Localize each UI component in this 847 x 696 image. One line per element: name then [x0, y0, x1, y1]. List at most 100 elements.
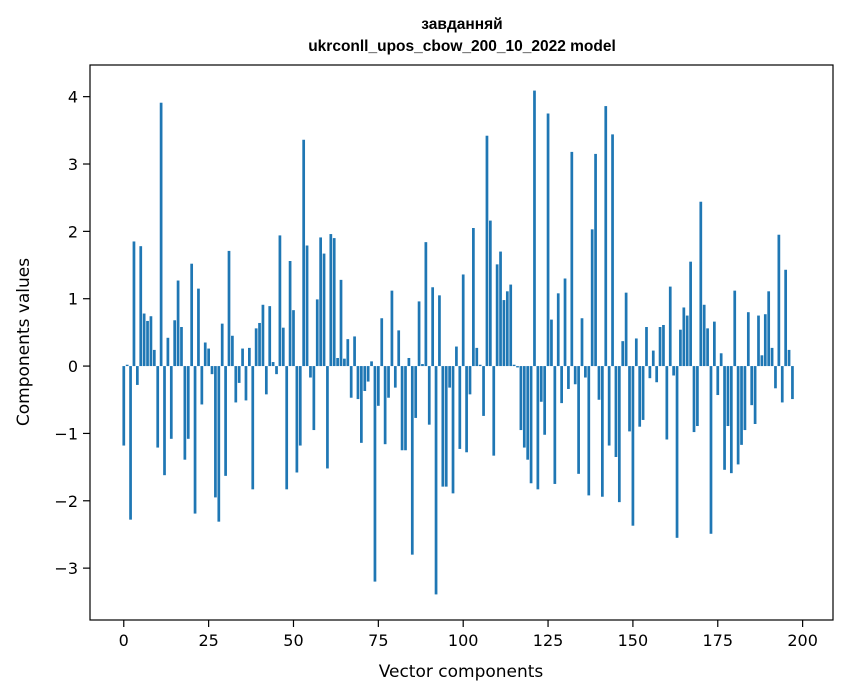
bar-28 — [217, 366, 221, 522]
bar-173 — [709, 366, 713, 534]
bar-195 — [784, 269, 788, 367]
bar-14 — [169, 366, 173, 439]
bar-110 — [495, 264, 499, 367]
x-tick-label: 0 — [119, 631, 129, 650]
bar-18 — [183, 366, 187, 460]
bar-145 — [614, 366, 618, 457]
bar-75 — [376, 366, 380, 406]
bar-172 — [706, 328, 709, 367]
y-axis-label: Components values — [14, 258, 34, 426]
bar-138 — [590, 229, 594, 367]
bar-31 — [227, 250, 231, 367]
bar-93 — [438, 295, 441, 367]
bar-33 — [234, 366, 238, 403]
bar-179 — [729, 366, 733, 474]
bar-72 — [366, 366, 370, 382]
bar-37 — [248, 347, 251, 367]
bar-107 — [485, 135, 489, 367]
bar-114 — [509, 284, 513, 367]
bar-129 — [560, 366, 563, 404]
bar-43 — [268, 306, 272, 367]
y-tick-label: 4 — [68, 88, 78, 107]
bar-140 — [597, 366, 601, 400]
bar-27 — [214, 366, 217, 498]
bar-77 — [383, 366, 387, 445]
bar-1 — [125, 364, 129, 367]
bar-170 — [699, 201, 703, 367]
bar-120 — [529, 366, 533, 484]
bar-9 — [152, 349, 156, 367]
bar-143 — [607, 366, 611, 446]
bar-29 — [220, 323, 224, 367]
bar-66 — [346, 339, 350, 367]
bar-50 — [292, 310, 295, 367]
bar-182 — [740, 366, 743, 445]
bars-group — [122, 90, 794, 595]
bar-92 — [434, 366, 438, 595]
bar-157 — [655, 366, 659, 383]
bar-163 — [675, 366, 679, 538]
bar-8 — [149, 316, 153, 367]
bar-136 — [584, 366, 587, 378]
x-tick-label: 125 — [533, 631, 564, 650]
bar-11 — [159, 102, 163, 367]
bar-20 — [190, 263, 194, 367]
bar-116 — [516, 366, 519, 368]
bar-26 — [210, 366, 214, 375]
chart-title: завданняй — [421, 16, 502, 33]
bar-6 — [142, 313, 146, 367]
x-tick-label: 200 — [787, 631, 818, 650]
bar-166 — [685, 315, 689, 367]
bar-95 — [444, 366, 448, 487]
bar-10 — [156, 366, 160, 448]
bar-121 — [533, 90, 536, 367]
bar-69 — [356, 366, 360, 400]
bar-42 — [264, 366, 268, 395]
bar-64 — [339, 279, 343, 367]
bar-113 — [505, 291, 509, 367]
bar-48 — [285, 366, 289, 490]
bar-194 — [780, 366, 784, 403]
bar-130 — [563, 278, 567, 367]
bar-128 — [556, 293, 560, 367]
bar-71 — [363, 366, 367, 391]
bar-105 — [478, 364, 482, 367]
y-tick-label: 3 — [68, 155, 78, 174]
bar-174 — [713, 321, 716, 367]
bar-159 — [662, 324, 665, 367]
bar-112 — [502, 300, 506, 367]
bar-192 — [774, 366, 777, 389]
bar-115 — [512, 364, 516, 367]
bar-83 — [404, 366, 407, 451]
bar-161 — [668, 286, 672, 367]
bar-23 — [200, 366, 204, 405]
bar-117 — [519, 366, 523, 431]
bar-176 — [719, 353, 723, 367]
bar-24 — [203, 342, 207, 367]
bar-131 — [567, 366, 570, 389]
bar-3 — [132, 241, 136, 367]
bar-139 — [594, 153, 597, 367]
bar-19 — [186, 366, 190, 439]
bar-171 — [702, 304, 706, 367]
bar-124 — [543, 366, 547, 435]
y-tick-label: −1 — [54, 424, 78, 443]
bar-32 — [231, 335, 234, 367]
bar-52 — [298, 366, 302, 446]
bar-151 — [634, 338, 638, 367]
bar-126 — [550, 319, 553, 367]
bar-186 — [753, 366, 757, 424]
bar-82 — [400, 366, 404, 451]
bar-119 — [526, 366, 530, 460]
bar-193 — [777, 234, 781, 367]
bar-25 — [207, 348, 210, 367]
x-tick-label: 100 — [448, 631, 479, 650]
bar-30 — [224, 366, 227, 476]
x-tick-label: 75 — [368, 631, 388, 650]
bar-89 — [424, 242, 428, 367]
bar-44 — [271, 362, 275, 367]
bar-141 — [601, 366, 604, 497]
y-tick-label: −2 — [54, 492, 78, 511]
bar-104 — [475, 347, 479, 367]
